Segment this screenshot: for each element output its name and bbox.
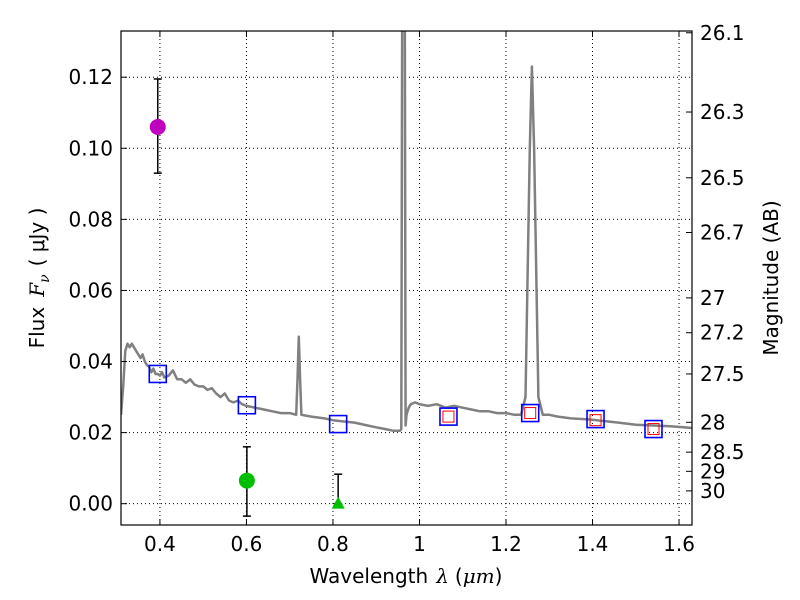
observed-photometry-square [442, 410, 455, 423]
x-tick-label: 1 [413, 532, 426, 556]
x-tick-label: 0.6 [231, 532, 263, 556]
y2-tick-label: 29 [700, 459, 725, 483]
model-photometry-square [237, 395, 257, 415]
y-tick-label: 0.08 [68, 207, 113, 231]
data-series [121, 31, 692, 517]
y-tick-label: 0.10 [68, 136, 113, 160]
x-axis-ticks: 0.4 0.6 0.8 1 1.2 1.4 1.6 [144, 31, 695, 556]
spectrum-line [121, 31, 692, 433]
x-tick-label: 1.4 [577, 532, 609, 556]
model-photometry-square [148, 364, 168, 384]
y2-tick-label: 26.3 [700, 100, 745, 124]
x-tick-label: 1.6 [663, 532, 695, 556]
model-photometry-square [328, 414, 348, 434]
x-tick-label: 0.4 [144, 532, 176, 556]
model-photometry-square [439, 407, 458, 426]
y2-axis-label: Magnitude (AB) [759, 200, 783, 355]
x-tick-label: 1.2 [490, 532, 522, 556]
flux-point-triangle [331, 496, 345, 509]
y2-tick-label: 26.7 [700, 221, 745, 245]
y2-tick-label: 27.5 [700, 362, 745, 386]
y2-tick-label: 28.5 [700, 440, 745, 464]
y-tick-label: 0.12 [68, 65, 113, 89]
y2-tick-label: 27 [700, 286, 725, 310]
plot-frame [120, 30, 693, 526]
model-photometry-square [644, 419, 663, 439]
observed-photometry-square [647, 423, 660, 436]
y2-tick-label: 28 [700, 410, 725, 434]
y-tick-label: 0.02 [68, 421, 113, 445]
y2-tick-label: 27.2 [700, 321, 745, 345]
y-axis-ticks: 0.00 0.02 0.04 0.06 0.08 0.10 0.12 [68, 65, 127, 516]
model-photometry-square [520, 403, 540, 423]
flux-point-circle [149, 118, 166, 135]
y-tick-label: 0.00 [68, 492, 113, 516]
x-axis-label: Wavelength λ (μm) [310, 564, 503, 588]
y2-tick-label: 26.5 [700, 166, 745, 190]
flux-point-circle [238, 472, 255, 489]
y-tick-label: 0.04 [68, 350, 113, 374]
y2-tick-label: 30 [700, 479, 725, 503]
y-tick-label: 0.06 [68, 278, 113, 302]
observed-photometry-square [589, 414, 602, 427]
y-axis-label: FluxFν( μJy ) [25, 208, 53, 349]
y2-tick-label: 26.1 [700, 21, 745, 45]
x-tick-label: 0.8 [317, 532, 349, 556]
observed-photometry-square [524, 407, 537, 420]
model-photometry-square [586, 409, 605, 429]
